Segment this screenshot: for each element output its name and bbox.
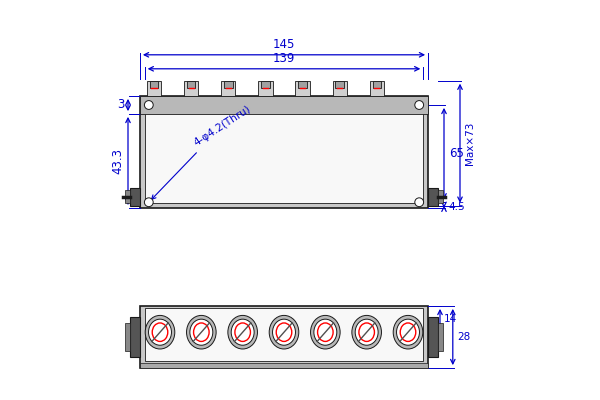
Ellipse shape bbox=[187, 315, 216, 349]
Ellipse shape bbox=[149, 319, 172, 345]
Bar bbox=[438, 323, 443, 351]
Bar bbox=[125, 190, 130, 203]
Circle shape bbox=[145, 198, 153, 207]
Bar bbox=[224, 81, 233, 88]
Bar bbox=[140, 96, 428, 114]
Ellipse shape bbox=[355, 319, 378, 345]
Bar bbox=[140, 306, 428, 368]
Bar bbox=[145, 308, 423, 361]
Bar bbox=[373, 81, 381, 88]
Ellipse shape bbox=[317, 323, 333, 342]
Text: 139: 139 bbox=[273, 52, 295, 65]
Text: 4-φ4.2(Thru): 4-φ4.2(Thru) bbox=[152, 104, 253, 199]
Ellipse shape bbox=[228, 315, 257, 349]
Text: 145: 145 bbox=[273, 38, 295, 51]
Ellipse shape bbox=[393, 315, 423, 349]
Ellipse shape bbox=[314, 319, 337, 345]
Bar bbox=[428, 317, 438, 357]
Ellipse shape bbox=[152, 323, 168, 342]
Ellipse shape bbox=[359, 323, 374, 342]
Bar bbox=[130, 317, 140, 357]
Bar bbox=[298, 81, 307, 88]
Circle shape bbox=[415, 101, 424, 109]
Ellipse shape bbox=[145, 315, 175, 349]
Circle shape bbox=[145, 101, 153, 109]
Text: 14: 14 bbox=[444, 314, 457, 324]
Bar bbox=[370, 81, 384, 96]
Bar bbox=[140, 363, 428, 368]
Ellipse shape bbox=[194, 323, 209, 342]
Circle shape bbox=[415, 198, 424, 207]
Ellipse shape bbox=[235, 323, 250, 342]
Text: 28: 28 bbox=[457, 332, 470, 342]
Ellipse shape bbox=[231, 319, 254, 345]
Text: 65: 65 bbox=[449, 147, 464, 160]
Bar bbox=[335, 81, 344, 88]
Bar bbox=[149, 81, 158, 88]
Bar bbox=[221, 81, 235, 96]
Ellipse shape bbox=[272, 319, 295, 345]
Ellipse shape bbox=[400, 323, 416, 342]
Bar bbox=[187, 81, 196, 88]
Bar bbox=[261, 81, 270, 88]
Bar bbox=[295, 81, 310, 96]
Bar bbox=[147, 81, 161, 96]
Ellipse shape bbox=[352, 315, 382, 349]
Bar bbox=[125, 323, 130, 351]
Bar bbox=[428, 188, 438, 206]
Ellipse shape bbox=[311, 315, 340, 349]
Bar bbox=[332, 81, 347, 96]
Bar bbox=[130, 188, 140, 206]
Text: 43.3: 43.3 bbox=[112, 148, 125, 174]
Text: Max×73: Max×73 bbox=[465, 122, 475, 165]
Bar bbox=[145, 101, 423, 203]
Bar bbox=[438, 190, 443, 203]
Ellipse shape bbox=[276, 323, 292, 342]
Bar bbox=[184, 81, 199, 96]
Ellipse shape bbox=[269, 315, 299, 349]
Text: 3: 3 bbox=[118, 98, 125, 112]
Bar bbox=[258, 81, 272, 96]
Text: 4.5: 4.5 bbox=[449, 202, 466, 212]
Ellipse shape bbox=[190, 319, 213, 345]
Bar bbox=[140, 96, 428, 208]
Ellipse shape bbox=[397, 319, 419, 345]
